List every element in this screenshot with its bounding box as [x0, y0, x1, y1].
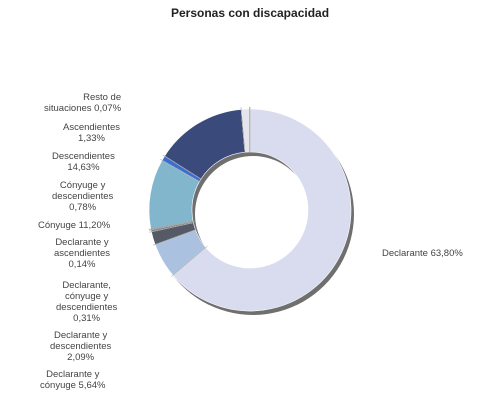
- slice-label-resto: Resto de situaciones 0,07%: [44, 92, 122, 114]
- slice-separator-6: [160, 159, 202, 183]
- slice-label-declarante-conyuge-descendientes: Declarante, cónyuge y descendientes 0,31…: [56, 280, 118, 324]
- slice-label-declarante-conyuge: Declarante y cónyuge 5,64%: [40, 369, 106, 391]
- slice-label-descendientes: Descendientes 14,63%: [52, 151, 115, 173]
- slice-label-conyuge-descendientes: Cónyuge y descendientes 0,78%: [52, 180, 114, 213]
- slice-label-conyuge: Cónyuge 11,20%: [38, 220, 111, 231]
- slice-label-declarante-descendientes: Declarante y descendientes 2,09%: [50, 330, 112, 363]
- slice-separator-4: [148, 220, 196, 231]
- slice-label-ascendientes: Ascendientes 1,33%: [63, 122, 121, 144]
- slice-separator-3: [149, 221, 196, 233]
- slice-separator-8: [240, 107, 246, 155]
- slice-separator-5: [148, 220, 196, 230]
- chart-title: Personas con discapacidad: [170, 6, 330, 20]
- slice-label-declarante-ascendientes: Declarante y ascendientes 0,14%: [54, 237, 110, 270]
- slice-separator-1: [171, 246, 208, 277]
- donut-slice-0[interactable]: [172, 108, 352, 312]
- slice-label-declarante: Declarante 63,80%: [382, 248, 463, 259]
- slice-separator-7: [162, 154, 203, 181]
- slice-separator-2: [153, 228, 198, 246]
